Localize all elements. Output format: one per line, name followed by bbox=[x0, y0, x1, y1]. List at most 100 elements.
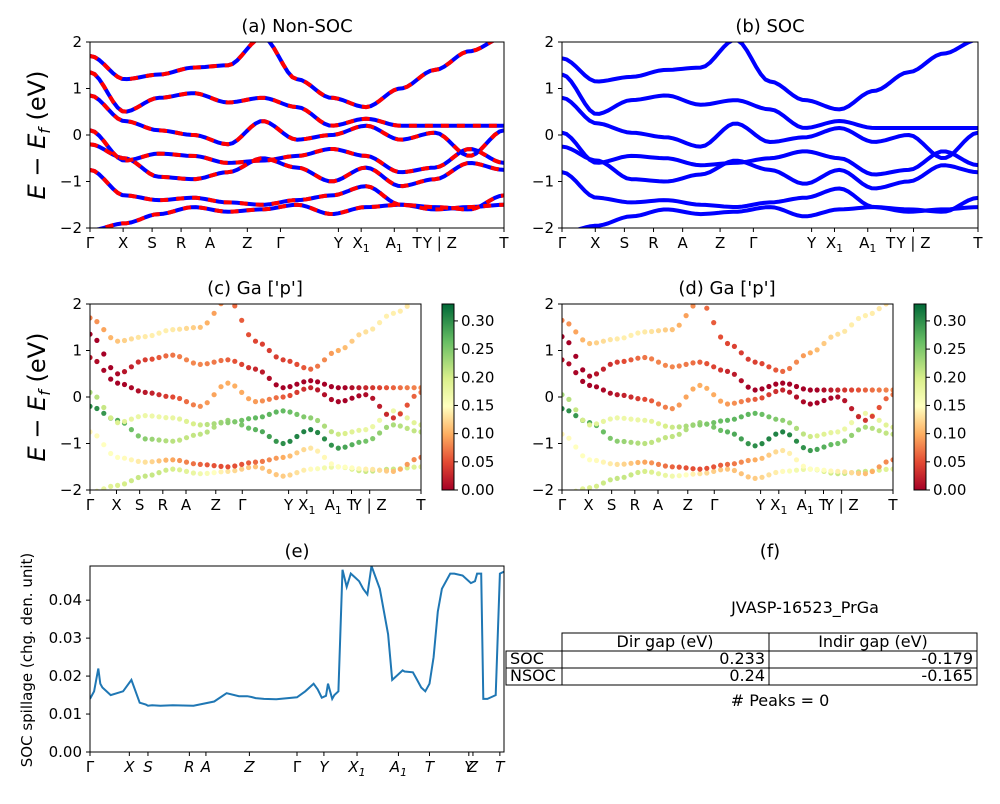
panelD-point bbox=[807, 350, 813, 356]
panelC-point bbox=[266, 468, 272, 474]
panelC-point bbox=[190, 470, 196, 476]
panelD-point bbox=[745, 441, 751, 447]
panelD-point bbox=[780, 387, 786, 393]
panelD-point bbox=[731, 416, 738, 422]
panelC-point bbox=[239, 361, 245, 367]
panelD-point bbox=[614, 438, 620, 444]
panelD-point bbox=[890, 431, 893, 437]
panelD-point bbox=[849, 470, 855, 476]
panelD-point bbox=[738, 436, 744, 442]
panelC-point bbox=[363, 427, 369, 433]
panelC-point bbox=[377, 430, 383, 436]
k-tick-label: S bbox=[147, 234, 157, 252]
panelD-point bbox=[883, 422, 889, 428]
panelC-point bbox=[115, 420, 121, 426]
panelD-point bbox=[642, 468, 648, 474]
panelC-point bbox=[190, 325, 196, 331]
panel-e: 0.000.010.020.030.04Γ X S R A Z Γ Y X1 A1 T YZ T bbox=[49, 565, 506, 779]
panelC-point bbox=[246, 425, 252, 431]
panelC-point bbox=[252, 415, 259, 421]
panelD-point bbox=[642, 459, 648, 465]
panelD-point bbox=[573, 488, 579, 490]
panelD-point bbox=[876, 428, 882, 434]
panelC-point bbox=[328, 429, 334, 435]
panelD-point bbox=[607, 477, 613, 483]
panelC-point bbox=[259, 414, 265, 420]
panelD-point bbox=[607, 435, 613, 441]
panelD-point bbox=[593, 483, 600, 489]
panelB-bands-band-0 bbox=[576, 205, 978, 228]
panelD-point bbox=[628, 416, 634, 422]
panelD-point bbox=[842, 469, 848, 475]
panelD-point bbox=[573, 353, 579, 359]
panelD-point bbox=[849, 387, 855, 393]
panelC-point bbox=[342, 398, 348, 404]
panelC-point bbox=[356, 466, 362, 472]
plot-area bbox=[562, 304, 893, 490]
panelC-point bbox=[418, 454, 421, 460]
k-tick-label: Γ bbox=[86, 758, 95, 776]
panelC-point bbox=[383, 468, 390, 474]
panelD-point bbox=[814, 466, 820, 472]
panelD-point bbox=[883, 430, 889, 436]
panelD-point bbox=[724, 401, 731, 407]
panelC-point bbox=[342, 464, 348, 470]
panelD-point bbox=[724, 368, 731, 374]
panelD-point bbox=[621, 392, 627, 398]
panelC-point bbox=[356, 332, 362, 338]
panelC-point bbox=[94, 358, 100, 365]
panelD-point bbox=[780, 429, 786, 435]
panelC-point bbox=[390, 310, 396, 316]
panelC-point bbox=[149, 436, 155, 442]
panelD-point bbox=[711, 464, 717, 470]
k-tick-label: X1 bbox=[770, 496, 787, 517]
panelC-point bbox=[149, 356, 155, 362]
panelC-point bbox=[411, 385, 417, 391]
panelC-point bbox=[121, 369, 128, 375]
panelC-point bbox=[211, 421, 217, 427]
panelC-point bbox=[287, 409, 293, 415]
panelD-point bbox=[773, 367, 779, 373]
panelD-point bbox=[655, 471, 662, 477]
k-tick-label: Z bbox=[467, 758, 479, 776]
panelC-point bbox=[390, 422, 396, 428]
panelC-point bbox=[156, 392, 162, 398]
panelA-spin-down-band-2 bbox=[90, 142, 504, 189]
panelD-point bbox=[752, 396, 758, 402]
panelC-point bbox=[418, 389, 421, 395]
panelD-point bbox=[628, 394, 634, 400]
panelC-point bbox=[321, 423, 328, 429]
panelD-point bbox=[607, 416, 613, 422]
panelC-point bbox=[156, 437, 162, 443]
panelD-point bbox=[628, 357, 634, 363]
panelC-point bbox=[135, 474, 141, 481]
panelD-point bbox=[752, 359, 758, 365]
panelC-point bbox=[239, 389, 245, 395]
panelD-point bbox=[683, 465, 689, 471]
colorbar-tick-label: 0.30 bbox=[461, 312, 494, 330]
panelD-point bbox=[855, 387, 862, 393]
panelC-point bbox=[177, 416, 183, 422]
panelD-point bbox=[607, 461, 613, 467]
panelD-point bbox=[566, 340, 572, 346]
panelD-point bbox=[697, 382, 703, 388]
panelD-point bbox=[759, 411, 765, 417]
k-tick-label: R bbox=[648, 234, 658, 252]
panelD-point bbox=[593, 457, 600, 464]
y-tick-label: 2 bbox=[544, 33, 554, 51]
panelB-bands-band-2 bbox=[562, 144, 978, 191]
panelC-point bbox=[315, 379, 321, 385]
panelC-point bbox=[170, 394, 176, 400]
panelD-point bbox=[773, 449, 779, 455]
panelD-point bbox=[814, 400, 820, 406]
panelD-point bbox=[614, 475, 620, 481]
panelD-point bbox=[759, 395, 765, 401]
panelD-point bbox=[862, 387, 869, 393]
k-tick-label: T bbox=[887, 496, 898, 514]
panelC-point bbox=[390, 385, 396, 391]
panelC-point bbox=[259, 458, 265, 464]
panelD-point bbox=[662, 472, 669, 478]
k-tick-label: Y | Z bbox=[422, 234, 457, 252]
y-tick-label: 1 bbox=[544, 342, 554, 360]
panelD-point bbox=[614, 392, 620, 398]
